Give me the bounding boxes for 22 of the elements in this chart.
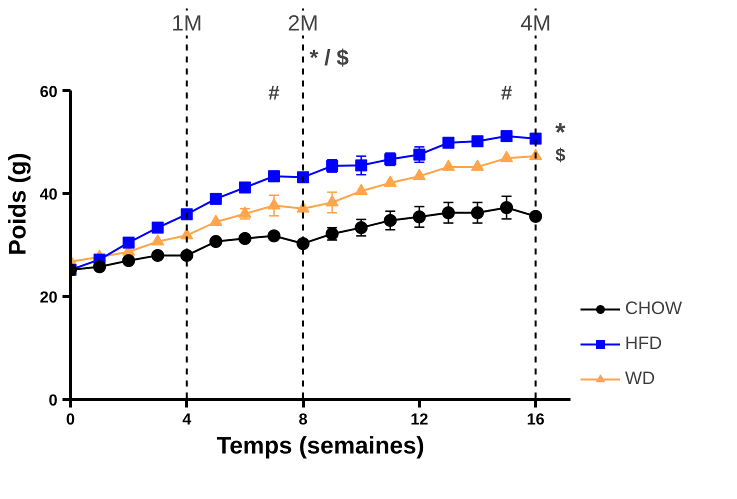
- legend-label: WD: [625, 368, 655, 389]
- ref-line-label: 2M: [288, 10, 318, 36]
- x-tick-label: 0: [66, 412, 76, 428]
- y-axis-title: Poids (g): [4, 152, 32, 256]
- annotation: *: [555, 116, 566, 147]
- y-tick-label: 60: [40, 84, 58, 101]
- ref-line-label: 1M: [172, 10, 202, 36]
- x-axis-title: Temps (semaines): [216, 432, 424, 460]
- legend-label: CHOW: [625, 298, 682, 319]
- annotation: * / $: [310, 44, 349, 70]
- y-tick-label: 40: [40, 186, 58, 204]
- y-tick-label: 0: [48, 392, 58, 410]
- x-tick-label: 12: [410, 412, 428, 428]
- annotation: $: [555, 145, 566, 166]
- legend-label: HFD: [625, 333, 662, 354]
- x-tick-label: 4: [182, 412, 192, 428]
- x-tick-label: 16: [526, 412, 545, 428]
- x-tick-label: 8: [298, 412, 308, 428]
- annotation: #: [500, 82, 512, 104]
- ref-line-label: 4M: [520, 10, 551, 36]
- y-tick-label: 20: [40, 290, 58, 307]
- annotation: #: [268, 82, 280, 104]
